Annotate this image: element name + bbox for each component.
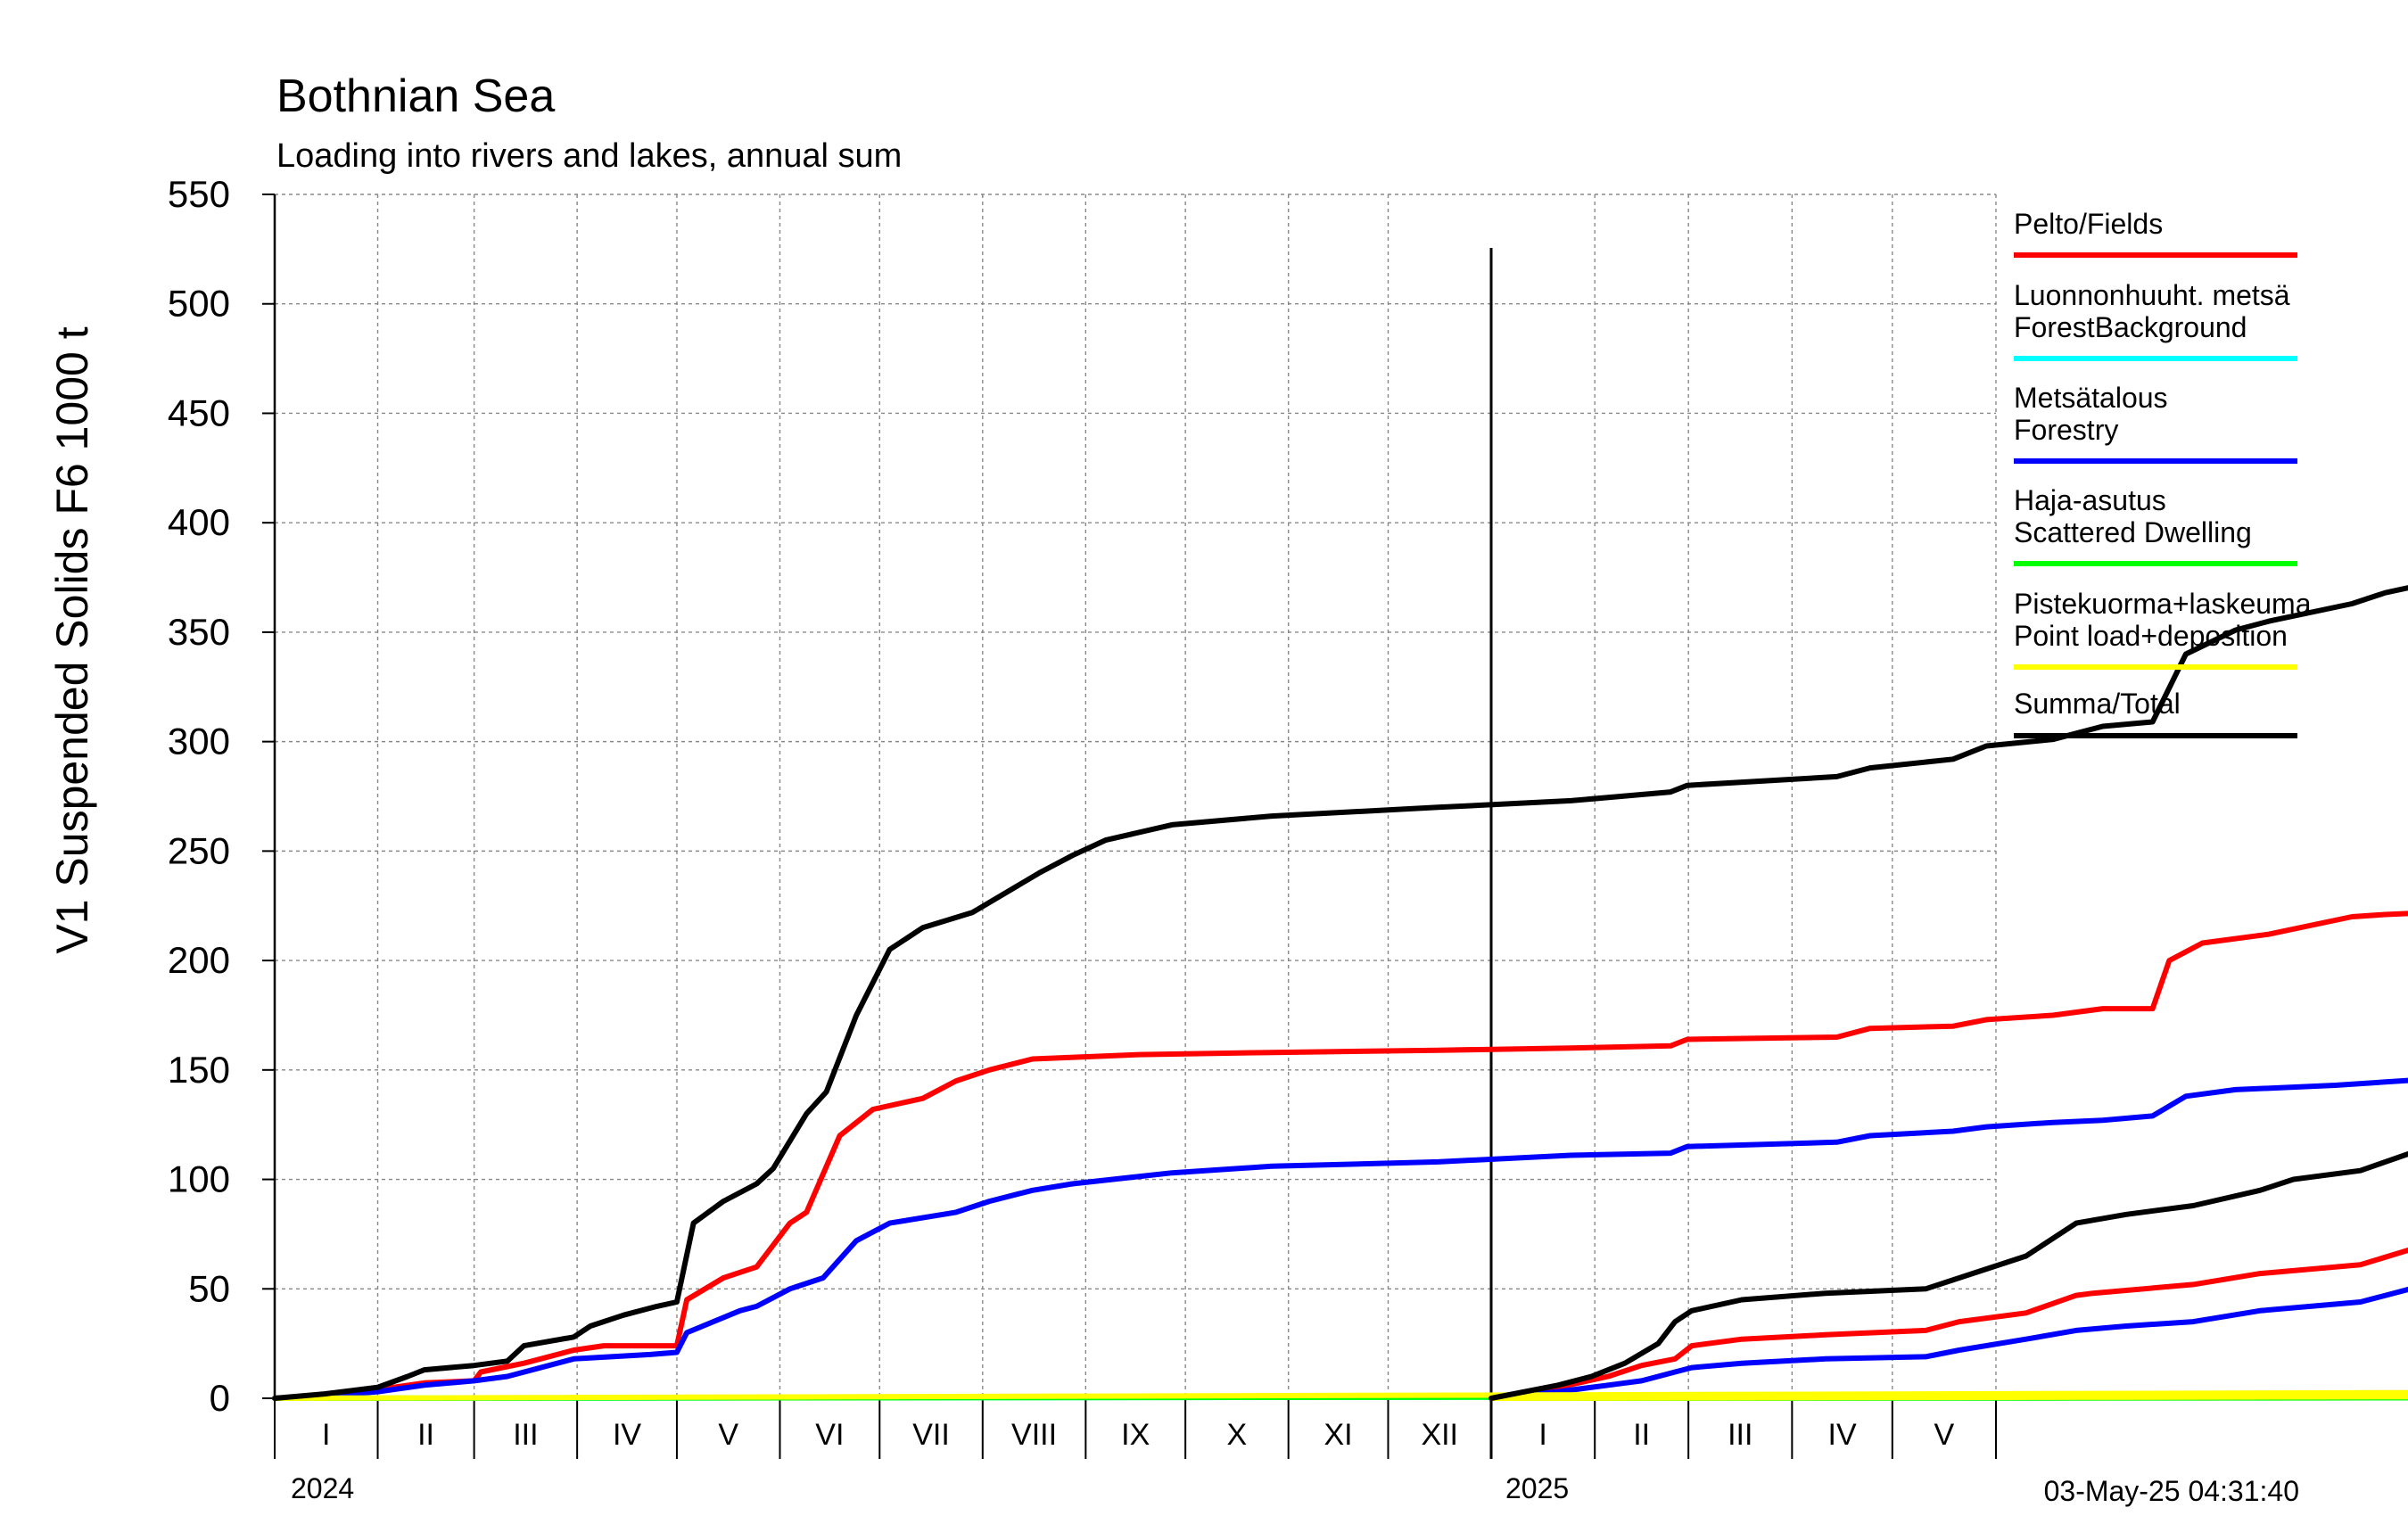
legend-label: Point load+deposition [2014, 620, 2288, 652]
x-month-label: IV [613, 1418, 641, 1452]
x-month-label: II [417, 1418, 434, 1452]
series-line-2025-pistekuorma-laskeuma [1489, 1394, 2408, 1401]
legend-label: Pelto/Fields [2014, 208, 2163, 240]
x-year-label: 2025 [1505, 1472, 1569, 1504]
x-month-label: I [322, 1418, 330, 1452]
x-month-label: VIII [1011, 1418, 1057, 1452]
series-line-2024-summa-total [272, 585, 2408, 1401]
x-month-label: V [1934, 1418, 1955, 1452]
x-month-label: IX [1121, 1418, 1150, 1452]
x-month-label: XII [1421, 1418, 1458, 1452]
x-year-label: 2024 [291, 1472, 354, 1504]
series-line-2024-pelto-fields [272, 910, 2408, 1401]
series-line-2024-pistekuorma-laskeuma [272, 1389, 2408, 1401]
y-tick-label: 100 [168, 1158, 230, 1200]
legend-label: Metsätalous [2014, 382, 2168, 414]
series-line-2025-mets-talous [1489, 1286, 2408, 1401]
legend-label: Luonnonhuuht. metsä [2014, 279, 2290, 311]
y-tick-label: 0 [210, 1377, 230, 1419]
y-axis-label: V1 Suspended Solids F6 1000 t [47, 326, 97, 953]
x-month-label: X [1227, 1418, 1248, 1452]
legend-label: Forestry [2014, 414, 2118, 446]
y-tick-label: 150 [168, 1049, 230, 1091]
y-tick-label: 450 [168, 391, 230, 433]
chart-subtitle: Loading into rivers and lakes, annual su… [276, 137, 902, 175]
y-tick-label: 250 [168, 829, 230, 871]
legend-label: ForestBackground [2014, 311, 2247, 343]
x-month-label: I [1538, 1418, 1546, 1452]
x-month-label: VI [815, 1418, 844, 1452]
y-tick-label: 50 [188, 1267, 230, 1309]
x-month-label: III [513, 1418, 538, 1452]
y-tick-label: 550 [168, 173, 230, 215]
y-tick-label: 300 [168, 721, 230, 762]
legend-label: Haja-asutus [2014, 484, 2166, 516]
y-tick-label: 500 [168, 283, 230, 325]
y-tick-label: 350 [168, 611, 230, 653]
series-line-2025-pelto-fields [1489, 1247, 2408, 1401]
series-line-2024-mets-talous [272, 1077, 2408, 1401]
legend-label: Scattered Dwelling [2014, 516, 2252, 548]
x-month-label: III [1728, 1418, 1752, 1452]
grid [275, 194, 1997, 1398]
legend-label: Summa/Total [2014, 688, 2181, 720]
legend: Pelto/Fields Luonnonhuuht. metsäForestBac… [2014, 208, 2312, 738]
chart-title: Bothnian Sea [276, 70, 555, 122]
x-month-label: XI [1324, 1418, 1353, 1452]
y-tick-label: 400 [168, 501, 230, 543]
y-tick-label: 200 [168, 939, 230, 981]
legend-label: Pistekuorma+laskeuma [2014, 588, 2312, 620]
x-month-label: V [718, 1418, 738, 1452]
x-month-label: VII [912, 1418, 950, 1452]
series-line-2025-summa-total [1489, 1150, 2408, 1401]
timestamp: 03-May-25 04:31:40 [2044, 1475, 2299, 1507]
x-month-label: II [1633, 1418, 1650, 1452]
x-month-label: IV [1828, 1418, 1857, 1452]
series-lines [272, 585, 2408, 1401]
